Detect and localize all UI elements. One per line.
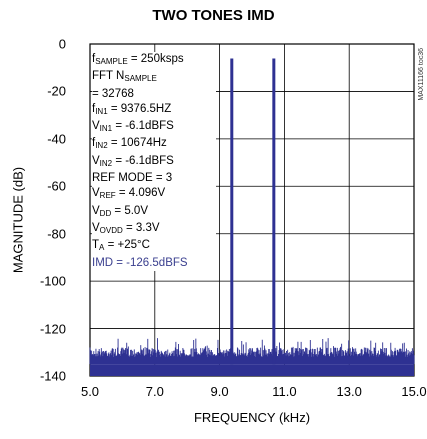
x-axis-label: FREQUENCY (kHz) <box>193 410 311 425</box>
annotation-line: = 32768 <box>92 87 134 100</box>
annotation-line: VOVDD = 3.3V <box>92 221 160 235</box>
y-tick-label: -80 <box>47 226 66 242</box>
x-tick-label: 15.0 <box>401 384 427 399</box>
noise-floor-trace <box>89 338 415 365</box>
y-tick-label: -120 <box>39 321 66 337</box>
annotation-line: VIN1 = -6.1dBFS <box>92 120 174 134</box>
annotation-line: VREF = 4.096V <box>92 187 166 201</box>
x-tick-label: 13.0 <box>336 384 362 399</box>
annotation-line: IMD = -126.5dBFS <box>92 256 188 269</box>
y-tick-label: -100 <box>39 273 66 289</box>
annotation-line: REF MODE = 3 <box>92 172 173 185</box>
annotation-line: VIN2 = -6.1dBFS <box>92 154 174 168</box>
conditions-annotation: fSAMPLE = 250ksps FFT NSAMPLE = 32768 fIN1 … <box>92 52 216 271</box>
x-tick-label: 11.0 <box>272 384 297 399</box>
annotation-line: TA = +25°C <box>92 239 150 253</box>
annotation-line: FFT NSAMPLE <box>92 70 157 84</box>
x-tick-label: 9.0 <box>210 384 229 399</box>
annotation-line: fSAMPLE = 250ksps <box>92 53 184 66</box>
noise-floor-band <box>90 364 414 376</box>
y-tick-label: -20 <box>47 83 66 99</box>
y-tick-label: 0 <box>58 36 66 52</box>
y-tick-label: -40 <box>47 131 66 147</box>
chart-title: TWO TONES IMD <box>152 7 275 24</box>
x-tick-label: 5.0 <box>80 384 100 399</box>
annotation-line: fIN2 = 10674Hz <box>92 137 167 151</box>
y-tick-label: -60 <box>47 178 66 194</box>
x-tick-label: 7.0 <box>145 384 164 399</box>
annotation-line: VDD = 5.0V <box>92 204 148 218</box>
y-tick-label: -140 <box>39 368 66 384</box>
annotation-line: fIN1 = 9376.5HZ <box>92 102 172 116</box>
